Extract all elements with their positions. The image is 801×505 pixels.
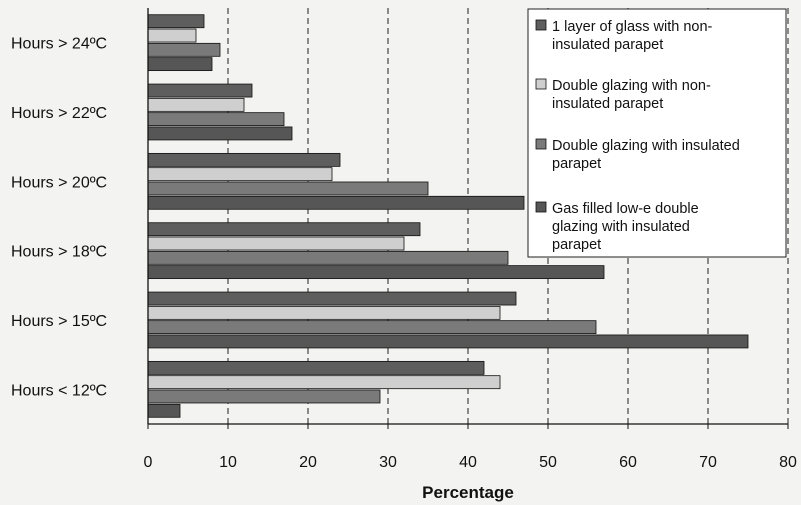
x-tick-label-80: 80 — [779, 454, 797, 471]
x-tick-labels: 0 10 20 30 40 50 60 70 80 — [144, 454, 797, 471]
bar-cat5-series3 — [147, 403, 181, 418]
legend-swatch-0 — [535, 19, 547, 31]
bar-cat5-series2 — [147, 389, 381, 404]
bar-cat0-series3 — [147, 57, 213, 72]
legend-swatch-1 — [535, 78, 547, 90]
legend-label-2: Double glazing with insulated parapet — [552, 138, 740, 172]
category-label-0: Hours > 24ºC — [11, 36, 107, 53]
x-axis-title: Percentage — [422, 483, 514, 502]
legend: 1 layer of glass with non-insulated para… — [527, 8, 787, 258]
legend-swatch-2 — [535, 138, 547, 150]
bar-cat4-series2 — [147, 320, 597, 335]
bar-cat2-series3 — [147, 195, 525, 210]
x-tick-label-20: 20 — [299, 454, 317, 471]
x-tick-label-70: 70 — [699, 454, 717, 471]
bar-cat0-series0 — [147, 14, 205, 29]
bar-cat1-series2 — [147, 112, 285, 127]
bar-cat3-series1 — [147, 236, 405, 251]
legend-label-3: Gas filled low-e double glazing with insu… — [552, 201, 699, 253]
category-label-1: Hours > 22ºC — [11, 105, 107, 122]
legend-label-1: Double glazing with non-insulated parape… — [552, 78, 711, 112]
axes-group — [147, 8, 789, 429]
category-labels: Hours > 24ºC Hours > 22ºC Hours > 20ºC Hour… — [11, 36, 107, 400]
legend-swatch-3 — [535, 201, 547, 213]
legend-box — [527, 8, 787, 258]
bar-cat2-series1 — [147, 167, 333, 182]
category-label-4: Hours > 15ºC — [11, 313, 107, 330]
bar-cat5-series1 — [147, 375, 501, 390]
bar-cat3-series2 — [147, 250, 509, 265]
x-tick-label-40: 40 — [459, 454, 477, 471]
bar-cat3-series0 — [147, 222, 421, 237]
x-tick-label-50: 50 — [539, 454, 557, 471]
category-label-5: Hours < 12ºC — [11, 382, 107, 399]
bar-cat2-series2 — [147, 181, 429, 196]
x-tick-label-0: 0 — [144, 454, 153, 471]
x-tick-label-60: 60 — [619, 454, 637, 471]
category-label-2: Hours > 20ºC — [11, 174, 107, 191]
bar-cat0-series1 — [147, 28, 197, 43]
bar-cat1-series1 — [147, 97, 245, 112]
bar-cat1-series0 — [147, 83, 253, 98]
legend-label-0: 1 layer of glass with non-insulated para… — [552, 19, 713, 53]
bar-cat4-series3 — [147, 334, 749, 349]
bar-cat1-series3 — [147, 126, 293, 141]
bar-cat4-series1 — [147, 305, 501, 320]
bar-cat0-series2 — [147, 42, 221, 57]
bar-cat4-series0 — [147, 291, 517, 306]
bar-cat2-series0 — [147, 152, 341, 167]
x-tick-label-30: 30 — [379, 454, 397, 471]
x-tick-label-10: 10 — [219, 454, 237, 471]
bar-cat3-series3 — [147, 265, 605, 280]
category-label-3: Hours > 18ºC — [11, 244, 107, 261]
bar-cat5-series0 — [147, 360, 485, 375]
